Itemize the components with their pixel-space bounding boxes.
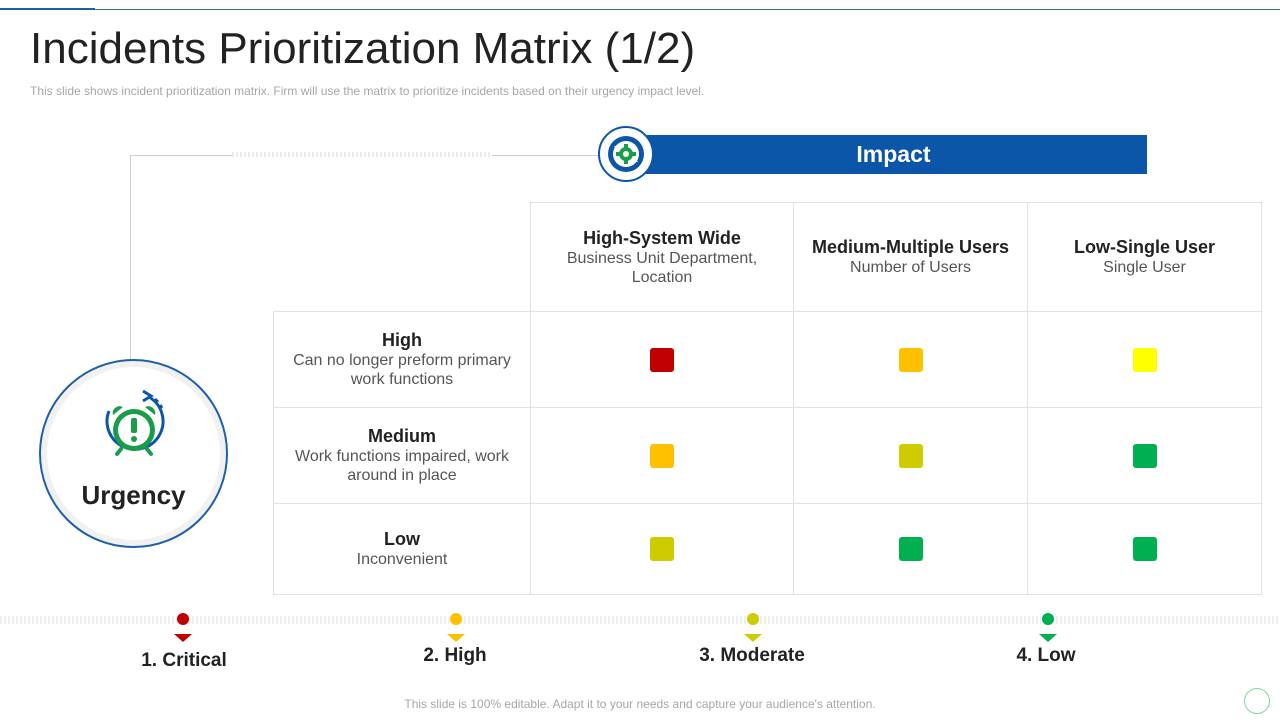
row-title: High [382,330,422,350]
column-subtitle: Single User [1103,259,1186,276]
urgency-row-header-high: High Can no longer preform primary work … [273,311,531,408]
priority-square [650,537,674,561]
priority-square [1132,537,1157,561]
priority-square [898,347,923,372]
legend-pin-arrow [744,634,762,642]
urgency-row-header-low: Low Inconvenient [273,503,531,595]
legend-pin [450,613,462,625]
gear-cycle-icon [598,126,654,182]
priority-square [898,537,923,561]
urgency-row-header-medium: Medium Work functions impaired, work aro… [273,407,531,504]
priority-square [650,443,674,468]
legend-label: 3. Moderate [699,645,805,666]
legend-pin-arrow [174,634,192,642]
connector-line-shadow [232,152,492,157]
column-title: High-System Wide [583,227,741,248]
row-subtitle: Inconvenient [356,551,448,568]
slide-subtitle: This slide shows incident prioritization… [30,84,705,98]
top-rule [0,9,1280,10]
urgency-label: Urgency [81,480,186,510]
impact-column-header-low: Low-Single User Single User [1027,202,1262,312]
matrix-cell [793,503,1028,595]
impact-label: Impact [856,141,931,167]
legend-pin-arrow [1039,634,1057,642]
alarm-clock-icon [105,389,165,456]
column-subtitle: Number of Users [850,259,971,276]
column-title: Medium-Multiple Users [811,237,1010,257]
row-subtitle: Can no longer preform primary work funct… [293,352,511,388]
priority-square [1132,347,1157,372]
matrix-cell [1027,503,1262,595]
matrix-cell [530,407,794,504]
legend-label: 4. Low [1016,645,1076,666]
row-subtitle: Work functions impaired, work around in … [295,448,509,484]
row-title: Medium [367,426,436,446]
column-title: Low-Single User [1073,237,1216,257]
matrix-cell [1027,407,1262,504]
priority-square [1132,443,1157,468]
priority-square [898,443,923,468]
top-rule-accent [0,8,95,10]
slide-footer: This slide is 100% editable. Adapt it to… [404,697,876,711]
slide-title: Incidents Prioritization Matrix (1/2) [30,24,696,73]
row-title: Low [384,529,420,549]
legend-pin-arrow [447,634,465,642]
impact-column-header-high: High-System Wide Business Unit Departmen… [530,202,794,312]
legend-pin [747,613,759,625]
corner-circle-decoration [1244,688,1270,714]
column-subtitle: Business Unit Department, Location [566,249,758,286]
matrix-cell [1027,311,1262,408]
legend-band [0,616,1280,624]
matrix-cell [793,407,1028,504]
impact-column-header-medium: Medium-Multiple Users Number of Users [793,202,1028,312]
legend-pin [1042,613,1054,625]
matrix-cell [530,503,794,595]
connector-line-vertical [130,155,131,360]
matrix-cell [530,311,794,408]
legend-label: 2. High [423,645,487,666]
matrix-cell [793,311,1028,408]
legend-pin [177,613,189,625]
legend-label: 1. Critical [141,650,227,671]
urgency-circle [39,359,228,548]
priority-square [650,347,674,372]
impact-header-bar: Impact [640,135,1147,174]
